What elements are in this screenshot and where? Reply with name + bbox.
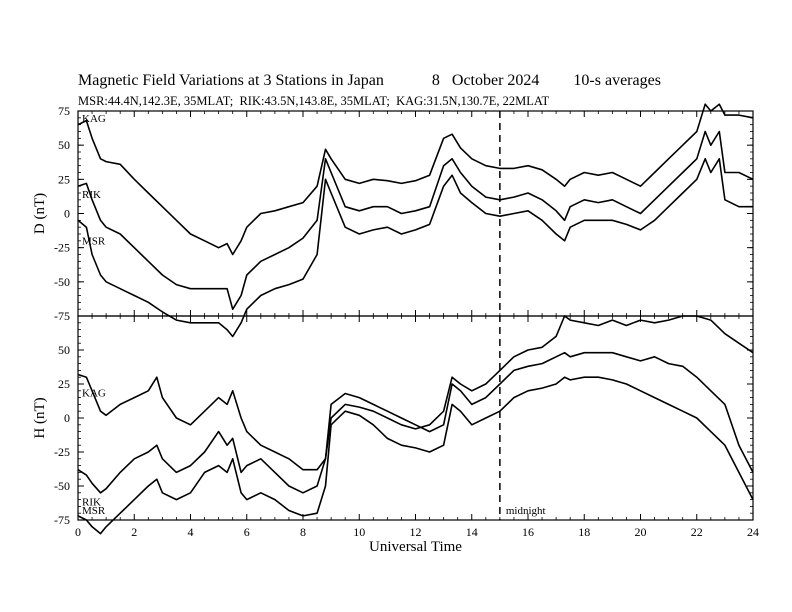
y-tick-label: 0 (64, 411, 70, 425)
x-tick-label: 22 (691, 525, 703, 539)
x-tick-label: 4 (188, 525, 194, 539)
series-line-rik (77, 130, 754, 311)
midnight-label: midnight (506, 505, 546, 517)
x-axis-label: Universal Time (369, 539, 462, 555)
y-tick-label: 50 (58, 343, 70, 357)
y-tick-label: -50 (54, 275, 70, 289)
x-tick-label: 14 (466, 525, 478, 539)
x-tick-label: 24 (747, 525, 759, 539)
series-line-kag (77, 103, 754, 256)
y-tick-label: -50 (54, 479, 70, 493)
y-tick-label: 0 (64, 207, 70, 221)
x-tick-label: 16 (522, 525, 534, 539)
series-line-rik (77, 351, 754, 494)
stations-line: MSR:44.4N,142.3E, 35MLAT; RIK:43.5N,143.… (78, 94, 550, 108)
y-tick-label: -25 (54, 241, 70, 255)
station-label-kag: KAG (82, 387, 106, 399)
series-line-msr (77, 158, 753, 338)
x-tick-label: 10 (353, 525, 365, 539)
chart-title-text: Magnetic Field Variations at 3 Stations … (78, 72, 384, 89)
chart-date: 8 October 2024 (431, 72, 540, 89)
y-tick-label: -75 (54, 309, 70, 323)
x-tick-label: 20 (635, 525, 647, 539)
y-axis-label: D (nT) (32, 193, 48, 234)
series-line-msr (77, 376, 754, 535)
y-tick-label: 25 (58, 377, 70, 391)
x-tick-label: 18 (578, 525, 590, 539)
chart-title: Magnetic Field Variations at 3 Stations … (78, 72, 661, 90)
station-label-msr: MSR (82, 235, 106, 247)
x-tick-label: 8 (300, 525, 306, 539)
y-tick-label: 50 (58, 138, 70, 152)
x-tick-label: 12 (410, 525, 422, 539)
y-tick-label: -75 (54, 513, 70, 527)
station-label-rik: RIK (82, 497, 101, 509)
series-line-kag (77, 315, 754, 471)
station-label-msr: MSR (82, 505, 106, 517)
chart-averaging: 10-s averages (573, 72, 661, 89)
x-tick-label: 0 (75, 525, 81, 539)
y-tick-label: 75 (58, 104, 70, 118)
x-tick-label: 2 (131, 525, 137, 539)
y-axis-label: H (nT) (32, 397, 48, 438)
y-tick-label: 25 (58, 172, 70, 186)
x-tick-label: 6 (244, 525, 250, 539)
panel-frame-2 (77, 315, 754, 521)
y-tick-label: -25 (54, 445, 70, 459)
station-label-kag: KAG (82, 113, 106, 125)
station-label-rik: RIK (82, 189, 101, 201)
